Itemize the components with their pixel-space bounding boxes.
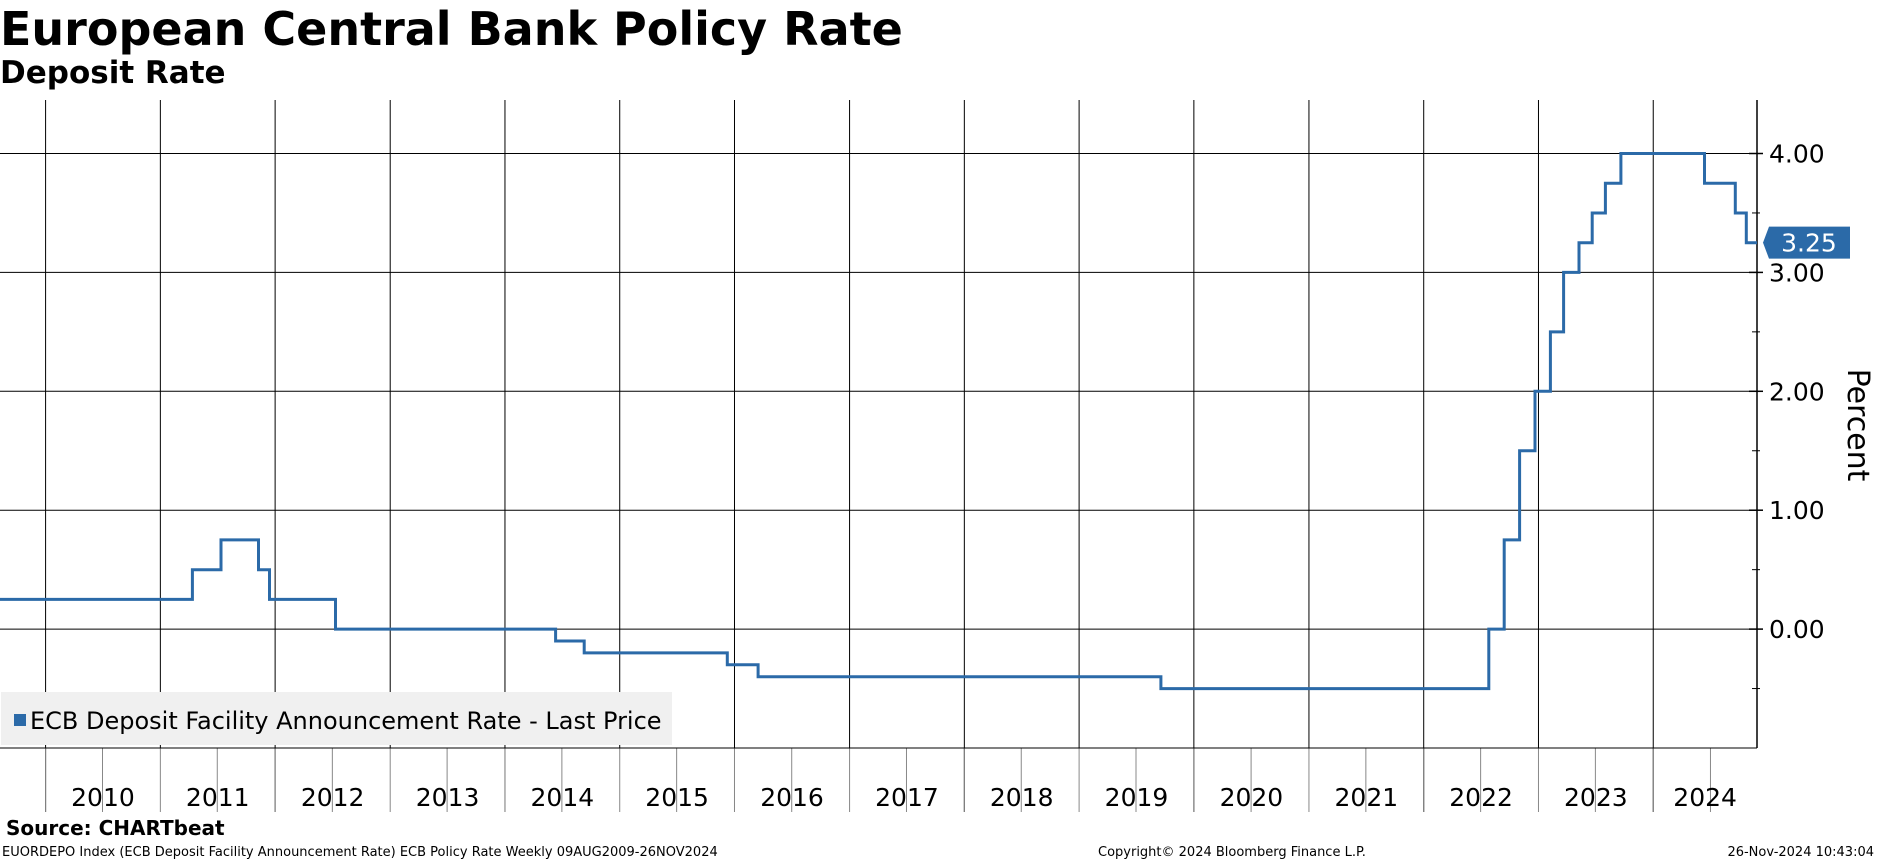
x-tick-label: 2014: [531, 783, 595, 812]
chart-title: European Central Bank Policy Rate: [0, 2, 903, 56]
series-description: EUORDEPO Index (ECB Deposit Facility Ann…: [2, 845, 718, 860]
legend: ECB Deposit Facility Announcement Rate -…: [1, 692, 672, 745]
last-value-label: 3.25: [1781, 229, 1837, 258]
legend-swatch: [14, 714, 26, 726]
y-tick-label: 4.00: [1769, 140, 1825, 169]
x-tick-label: 2019: [1105, 783, 1169, 812]
x-tick-label: 2023: [1564, 783, 1628, 812]
x-tick-label: 2022: [1449, 783, 1513, 812]
x-tick-label: 2018: [990, 783, 1054, 812]
last-value-tag: [1763, 226, 1850, 259]
y-tick-label: 3.00: [1769, 258, 1825, 287]
timestamp: 26-Nov-2024 10:43:04: [1727, 845, 1874, 860]
copyright-notice: Copyright© 2024 Bloomberg Finance L.P.: [1098, 845, 1366, 860]
series-line: [0, 152, 1757, 691]
y-axis-label: Percent: [1840, 369, 1875, 482]
x-tick-label: 2016: [760, 783, 824, 812]
x-tick-label: 2021: [1335, 783, 1399, 812]
x-tick-label: 2011: [186, 783, 250, 812]
x-tick-label: 2012: [301, 783, 365, 812]
legend-background: [1, 692, 672, 745]
legend-label: ECB Deposit Facility Announcement Rate -…: [30, 707, 662, 735]
y-tick-label: 0.00: [1769, 615, 1825, 644]
chart-subtitle: Deposit Rate: [0, 55, 226, 91]
x-tick-label: 2013: [416, 783, 480, 812]
grid-layer: [0, 100, 1757, 812]
x-tick-label: 2020: [1220, 783, 1284, 812]
source-note: Source: CHARTbeat: [6, 816, 225, 840]
x-tick-label: 2024: [1673, 783, 1737, 812]
y-tick-label: 2.00: [1769, 377, 1825, 406]
axis-layer: 0.00 1.00 2.00 3.00 4.00 2010 2011 2012 2013 2014…: [0, 100, 1825, 812]
series-layer: [0, 152, 1757, 691]
x-tick-label: 2017: [875, 783, 939, 812]
y-tick-label: 1.00: [1769, 496, 1825, 525]
x-tick-label: 2010: [71, 783, 135, 812]
x-tick-label: 2015: [645, 783, 709, 812]
label-layer: Percent 3.25: [1763, 226, 1875, 482]
